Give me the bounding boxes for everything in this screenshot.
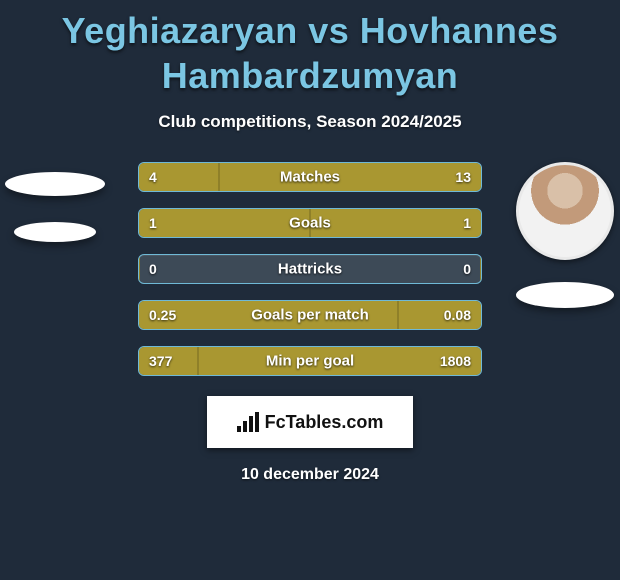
comparison-subtitle: Club competitions, Season 2024/2025 [0, 112, 620, 132]
stat-bar: 0.25 0.08 Goals per match [138, 300, 482, 330]
stat-bar: 0 0 Hattricks [138, 254, 482, 284]
stat-bars: 4 13 Matches 1 1 Goals 0 0 Hattricks 0.25 0.08 Goal… [138, 162, 482, 376]
comparison-title: Yeghiazaryan vs Hovhannes Hambardzumyan [0, 0, 620, 98]
player-right-shadow [516, 282, 614, 308]
stat-value-left: 4 [149, 169, 157, 185]
stat-value-left: 1 [149, 215, 157, 231]
stat-value-left: 377 [149, 353, 172, 369]
bar-chart-icon [237, 412, 259, 432]
stat-value-right: 1808 [440, 353, 471, 369]
stat-fill-right [219, 163, 481, 191]
comparison-date: 10 december 2024 [0, 466, 620, 484]
stat-label: Matches [280, 169, 340, 186]
comparison-area: 4 13 Matches 1 1 Goals 0 0 Hattricks 0.25 0.08 Goal… [0, 162, 620, 376]
stat-value-left: 0 [149, 261, 157, 277]
stat-label: Goals per match [251, 307, 369, 324]
stat-fill-right [480, 255, 481, 283]
stat-bar: 1 1 Goals [138, 208, 482, 238]
stat-value-right: 1 [463, 215, 471, 231]
stat-bar: 4 13 Matches [138, 162, 482, 192]
stat-fill-right [310, 209, 481, 237]
player-left-shadow-1 [5, 172, 105, 196]
stat-label: Goals [289, 215, 331, 232]
stat-value-right: 0.08 [444, 307, 471, 323]
stat-value-right: 0 [463, 261, 471, 277]
stat-label: Hattricks [278, 261, 342, 278]
stat-fill-left [139, 255, 140, 283]
player-left-column [0, 162, 110, 242]
logo-box[interactable]: FcTables.com [207, 396, 413, 448]
player-left-shadow-2 [14, 222, 96, 242]
stat-value-right: 13 [455, 169, 471, 185]
stat-value-left: 0.25 [149, 307, 176, 323]
logo-text: FcTables.com [265, 412, 384, 433]
stat-fill-left [139, 209, 310, 237]
stat-bar: 377 1808 Min per goal [138, 346, 482, 376]
stat-label: Min per goal [266, 353, 354, 370]
player-right-column [510, 162, 620, 308]
player-right-avatar [516, 162, 614, 260]
